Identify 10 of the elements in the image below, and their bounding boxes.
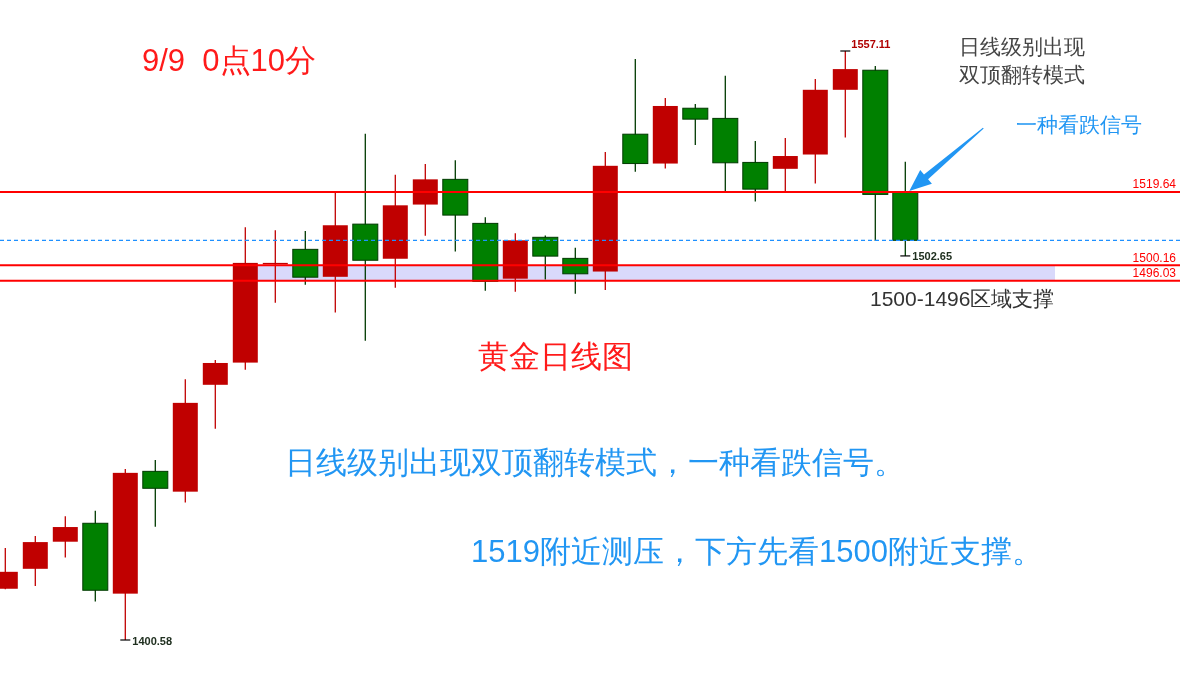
annotation: 1400.58 (132, 634, 173, 647)
annotation: 双顶翻转模式 (959, 63, 1085, 86)
annotation: 一种看跌信号 (1016, 113, 1142, 136)
subtitle: 9/9 0点10分 (142, 43, 317, 78)
title: 黄金日线图 (477, 339, 633, 374)
annotation: 1502.65 (912, 250, 953, 263)
annotation: 1519附近测压，下方先看1500附近支撑。 (471, 534, 1043, 569)
annotation: 1557.11 (851, 38, 891, 50)
annotation: 日线级别出现 (959, 35, 1085, 58)
annotation: 日线级别出现双顶翻转模式，一种看跌信号。 (285, 445, 905, 480)
